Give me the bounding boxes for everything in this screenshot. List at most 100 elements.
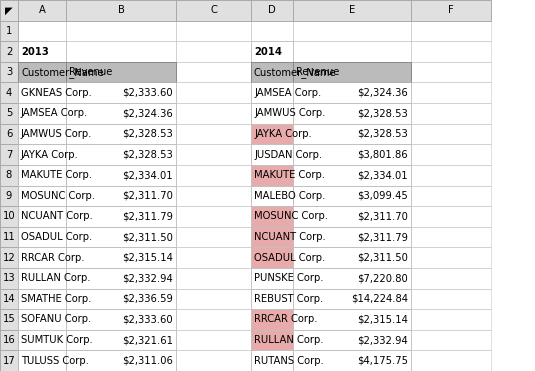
- Bar: [251, 144, 293, 165]
- Bar: [66, 144, 176, 165]
- Bar: [0, 227, 18, 247]
- Bar: [66, 289, 176, 309]
- Bar: [293, 309, 411, 330]
- Text: $3,099.45: $3,099.45: [357, 191, 408, 201]
- Bar: [293, 62, 411, 82]
- Bar: [0, 186, 18, 206]
- Bar: [66, 247, 176, 268]
- Bar: [66, 103, 176, 124]
- Bar: [251, 268, 293, 289]
- Bar: [0, 41, 18, 62]
- Bar: [18, 103, 66, 124]
- Bar: [176, 41, 251, 62]
- Bar: [251, 206, 293, 227]
- Bar: [251, 350, 293, 371]
- Text: $4,175.75: $4,175.75: [357, 356, 408, 366]
- Text: 15: 15: [3, 315, 16, 325]
- Bar: [293, 309, 411, 330]
- Bar: [251, 350, 293, 371]
- Bar: [251, 41, 293, 62]
- Bar: [293, 227, 411, 247]
- Bar: [66, 21, 176, 41]
- Bar: [18, 186, 66, 206]
- Bar: [66, 186, 176, 206]
- Bar: [0, 62, 18, 82]
- Bar: [0, 82, 18, 103]
- Bar: [18, 41, 66, 62]
- Bar: [18, 289, 66, 309]
- Text: REBUST Corp.: REBUST Corp.: [254, 294, 323, 304]
- Bar: [18, 124, 66, 144]
- Bar: [176, 0, 251, 21]
- Bar: [411, 289, 491, 309]
- Text: ◤: ◤: [5, 5, 13, 15]
- Bar: [176, 247, 251, 268]
- Bar: [18, 309, 66, 330]
- Bar: [18, 350, 66, 371]
- Bar: [251, 103, 293, 124]
- Bar: [251, 82, 293, 103]
- Bar: [18, 309, 66, 330]
- Bar: [18, 62, 66, 82]
- Bar: [18, 247, 66, 268]
- Bar: [18, 21, 66, 41]
- Text: JUSDAN Corp.: JUSDAN Corp.: [254, 150, 322, 160]
- Bar: [251, 330, 293, 350]
- Bar: [251, 247, 293, 268]
- Text: Revenue: Revenue: [69, 67, 112, 77]
- Bar: [293, 350, 411, 371]
- Bar: [251, 62, 293, 82]
- Bar: [293, 247, 411, 268]
- Text: OSADUL Corp.: OSADUL Corp.: [254, 253, 325, 263]
- Bar: [0, 144, 18, 165]
- Bar: [0, 350, 18, 371]
- Bar: [0, 289, 18, 309]
- Text: GKNEAS Corp.: GKNEAS Corp.: [21, 88, 91, 98]
- Bar: [293, 165, 411, 186]
- Bar: [176, 103, 251, 124]
- Bar: [251, 21, 293, 41]
- Text: 2013: 2013: [21, 46, 49, 56]
- Bar: [293, 41, 411, 62]
- Bar: [0, 309, 18, 330]
- Bar: [293, 289, 411, 309]
- Bar: [66, 206, 176, 227]
- Bar: [18, 268, 66, 289]
- Text: $2,328.53: $2,328.53: [357, 108, 408, 118]
- Bar: [176, 103, 251, 124]
- Bar: [176, 165, 251, 186]
- Bar: [293, 186, 411, 206]
- Bar: [0, 227, 18, 247]
- Bar: [18, 62, 66, 82]
- Bar: [411, 0, 491, 21]
- Bar: [411, 82, 491, 103]
- Text: $2,311.79: $2,311.79: [357, 232, 408, 242]
- Text: 8: 8: [6, 170, 12, 180]
- Bar: [251, 41, 293, 62]
- Bar: [18, 62, 66, 82]
- Bar: [251, 0, 293, 21]
- Bar: [293, 330, 411, 350]
- Bar: [411, 268, 491, 289]
- Bar: [411, 330, 491, 350]
- Bar: [0, 0, 18, 21]
- Bar: [66, 309, 176, 330]
- Bar: [0, 309, 18, 330]
- Text: 3: 3: [6, 67, 12, 77]
- Bar: [66, 268, 176, 289]
- Text: 10: 10: [3, 211, 16, 221]
- Bar: [0, 289, 18, 309]
- Text: JAYKA Corp.: JAYKA Corp.: [21, 150, 79, 160]
- Bar: [0, 62, 18, 82]
- Bar: [66, 330, 176, 350]
- Bar: [18, 227, 66, 247]
- Bar: [176, 289, 251, 309]
- Bar: [411, 21, 491, 41]
- Bar: [66, 124, 176, 144]
- Bar: [293, 62, 411, 82]
- Text: $2,311.79: $2,311.79: [122, 211, 173, 221]
- Bar: [251, 144, 293, 165]
- Bar: [0, 0, 18, 21]
- Bar: [66, 62, 176, 82]
- Bar: [0, 227, 18, 247]
